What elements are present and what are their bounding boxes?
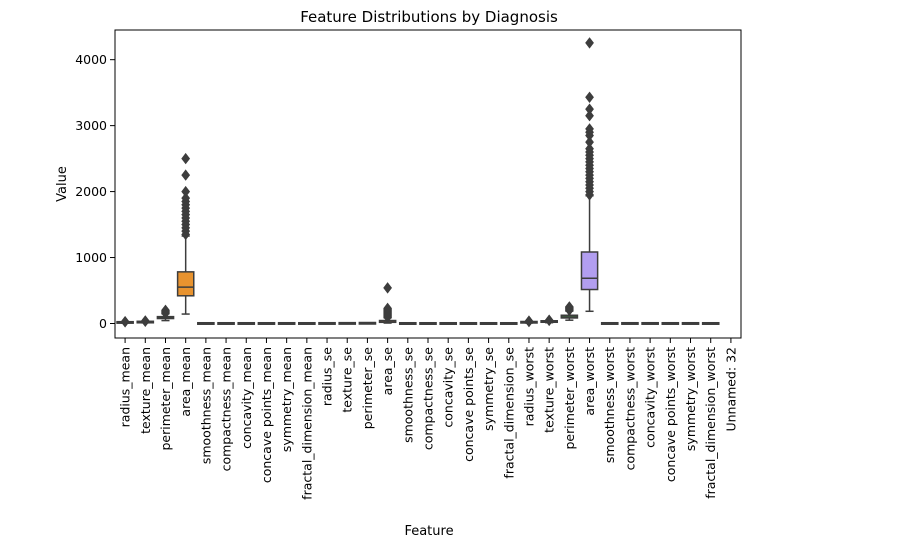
y-axis-label: Value: [55, 166, 70, 202]
box: [580, 251, 599, 291]
x-tick-label: fractal_dimension_worst: [703, 347, 718, 499]
outlier-point: [383, 282, 392, 294]
x-tick-label: area_mean: [178, 347, 193, 417]
x-tick-label: radius_se: [320, 347, 335, 406]
y-axis: 0 1000 2000 3000 4000: [75, 52, 115, 331]
outlier-point: [161, 304, 170, 316]
outlier-point: [181, 169, 191, 181]
box-group: [176, 152, 195, 315]
box-group: [621, 321, 639, 325]
box-group: [338, 321, 357, 325]
outlier-point: [383, 302, 392, 315]
x-tick-label: perimeter_mean: [158, 347, 173, 451]
box-group: [197, 321, 215, 325]
outlier-point: [585, 110, 594, 122]
x-tick-label: concavity_se: [441, 347, 456, 428]
box-group: [237, 321, 256, 325]
box-group: [156, 304, 175, 322]
outlier-point: [585, 123, 594, 135]
x-tick-label: compactness_mean: [219, 347, 234, 471]
box-group: [560, 301, 579, 321]
x-tick-label: radius_worst: [521, 347, 536, 426]
box-group: [661, 321, 680, 325]
box-group: [701, 321, 720, 325]
outlier-point: [585, 136, 594, 148]
x-tick-label: concave points_mean: [259, 347, 274, 483]
x-tick-label: smoothness_se: [400, 347, 415, 443]
x-tick-label: perimeter_worst: [562, 347, 577, 450]
x-tick-label: symmetry_se: [481, 347, 496, 431]
box-group: [116, 315, 134, 328]
x-tick-label: smoothness_mean: [198, 347, 213, 464]
box: [176, 271, 195, 297]
outlier-point: [181, 185, 191, 198]
chart-title: Feature Distributions by Diagnosis: [300, 8, 558, 26]
box-group: [257, 321, 276, 325]
x-tick-label: area_worst: [582, 347, 597, 416]
box-group: [499, 321, 518, 325]
x-tick-label: concavity_mean: [239, 347, 254, 449]
outlier-point: [585, 103, 594, 115]
x-tick-label: Unnamed: 32: [723, 347, 738, 432]
outlier-point: [524, 315, 534, 327]
box-group: [540, 314, 558, 327]
outlier-point: [120, 315, 130, 328]
outlier-point: [140, 315, 150, 327]
outlier-point: [585, 37, 594, 49]
outlier-point: [585, 91, 594, 103]
box-group: [277, 321, 296, 325]
box-group: [580, 37, 599, 313]
box-group: [459, 321, 478, 325]
x-tick-label: perimeter_se: [360, 347, 375, 430]
x-tick-label: fractal_dimension_mean: [299, 347, 314, 500]
y-tick-label: 2000: [75, 184, 107, 199]
box-group: [479, 321, 498, 325]
box-group: [398, 321, 417, 325]
x-tick-label: area_se: [380, 347, 395, 396]
outlier-point: [585, 143, 594, 155]
x-tick-label: radius_mean: [118, 347, 133, 427]
outlier-point: [181, 192, 191, 204]
x-tick-label: smoothness_worst: [602, 347, 617, 463]
x-tick-label: concave points_worst: [663, 347, 678, 482]
y-tick-label: 0: [99, 316, 107, 331]
box-group: [298, 321, 316, 325]
x-axis: radius_mean texture_mean perimeter_mean are…: [118, 338, 738, 500]
x-tick-label: compactness_worst: [622, 347, 637, 470]
box-group: [520, 315, 538, 328]
box-group: [419, 321, 437, 325]
x-tick-label: concavity_worst: [643, 347, 658, 448]
box-group: [136, 315, 155, 328]
box-group: [439, 321, 458, 325]
box-group: [641, 321, 659, 325]
x-tick-label: concave points_se: [461, 347, 476, 462]
outlier-point: [544, 314, 554, 326]
box-group: [378, 282, 397, 324]
y-tick-label: 3000: [75, 118, 107, 133]
x-tick-label: compactness_se: [421, 347, 436, 450]
box-group: [681, 321, 700, 325]
box-group: [358, 321, 377, 325]
outlier-point: [181, 152, 191, 165]
y-tick-label: 4000: [75, 52, 107, 67]
plot-area: [116, 37, 720, 328]
box-group: [217, 321, 235, 325]
x-tick-label: texture_worst: [542, 347, 557, 433]
x-tick-label: symmetry_mean: [279, 347, 294, 452]
y-tick-label: 1000: [75, 250, 107, 265]
x-tick-label: texture_mean: [138, 347, 153, 434]
box-group: [600, 321, 619, 325]
x-axis-label: Feature: [404, 524, 453, 539]
outlier-point: [564, 301, 574, 313]
x-tick-label: fractal_dimension_se: [501, 347, 516, 479]
box-group: [318, 321, 336, 325]
x-tick-label: symmetry_worst: [683, 347, 698, 451]
x-tick-label: texture_se: [340, 347, 355, 413]
